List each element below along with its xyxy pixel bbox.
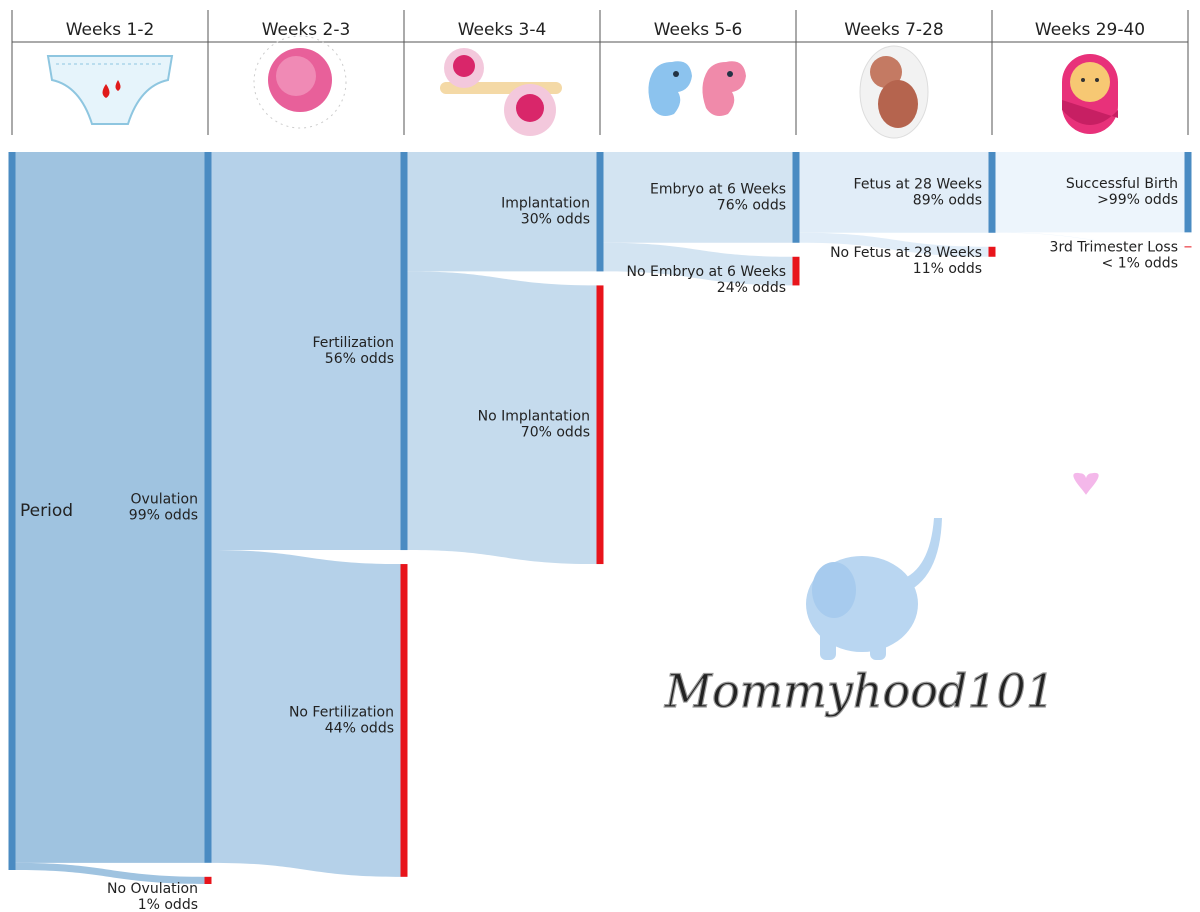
flow (799, 232, 989, 257)
success-node (792, 152, 800, 243)
links (15, 152, 1185, 884)
success-node (1184, 152, 1192, 233)
node-odds: < 1% odds (1102, 256, 1178, 272)
node-name: Embryo at 6 Weeks (650, 181, 786, 197)
icon-underwear (46, 55, 174, 125)
icon-implantation (440, 48, 562, 136)
source-label: Period (20, 501, 73, 521)
flow (407, 152, 597, 272)
node-name: Fertilization (312, 335, 394, 351)
flow (603, 242, 793, 286)
node-name: No Ovulation (107, 881, 198, 897)
flow (995, 152, 1185, 233)
node-name: Fetus at 28 Weeks (854, 176, 982, 192)
node-odds: 1% odds (138, 897, 198, 912)
node-name: Successful Birth (1066, 176, 1178, 192)
node-odds: 11% odds (913, 261, 982, 277)
source-node (8, 152, 16, 870)
column-header: Weeks 1-2 (66, 20, 155, 40)
flow (799, 152, 989, 233)
column-header: Weeks 2-3 (262, 20, 351, 40)
flow (211, 152, 401, 551)
success-node (988, 152, 996, 233)
header-grid (11, 10, 1189, 135)
watermark-text: Mommyhood101 (664, 664, 1055, 718)
icon-embryos (648, 61, 746, 116)
flow (15, 152, 205, 863)
success-node (400, 152, 408, 551)
column-header: Weeks 7-28 (844, 20, 943, 40)
success-node (204, 152, 212, 863)
failure-node (596, 285, 604, 565)
node-name: No Fetus at 28 Weeks (830, 245, 982, 261)
node-name: No Fertilization (289, 704, 394, 720)
node-odds: 89% odds (913, 192, 982, 208)
icon-baby (1062, 54, 1118, 134)
node-name: 3rd Trimester Loss (1050, 240, 1178, 256)
node-odds: >99% odds (1097, 192, 1178, 208)
failure-node (988, 246, 996, 257)
watermark-elephant (806, 472, 1099, 660)
node-name: No Embryo at 6 Weeks (627, 264, 786, 280)
column-header: Weeks 3-4 (458, 20, 547, 40)
column-header: Weeks 29-40 (1035, 20, 1145, 40)
node-odds: 76% odds (717, 197, 786, 213)
failure-node (1184, 246, 1192, 248)
flow (211, 550, 401, 877)
node-name: Ovulation (131, 491, 198, 507)
node-odds: 24% odds (717, 280, 786, 296)
failure-node (204, 876, 212, 884)
failure-node (792, 256, 800, 286)
column-header: Weeks 5-6 (654, 20, 743, 40)
flow (407, 271, 597, 565)
node-odds: 70% odds (521, 425, 590, 441)
success-node (596, 152, 604, 272)
flow (15, 862, 205, 884)
icon-egg-sperm (253, 35, 347, 129)
flow (603, 152, 793, 243)
failure-node (400, 564, 408, 877)
icon-fetus (859, 45, 929, 139)
node-name: Implantation (501, 196, 590, 212)
node-odds: 30% odds (521, 212, 590, 228)
flow (995, 232, 1185, 247)
node-odds: 44% odds (325, 720, 394, 736)
node-odds: 99% odds (129, 507, 198, 523)
node-odds: 56% odds (325, 351, 394, 367)
node-name: No Implantation (478, 409, 590, 425)
